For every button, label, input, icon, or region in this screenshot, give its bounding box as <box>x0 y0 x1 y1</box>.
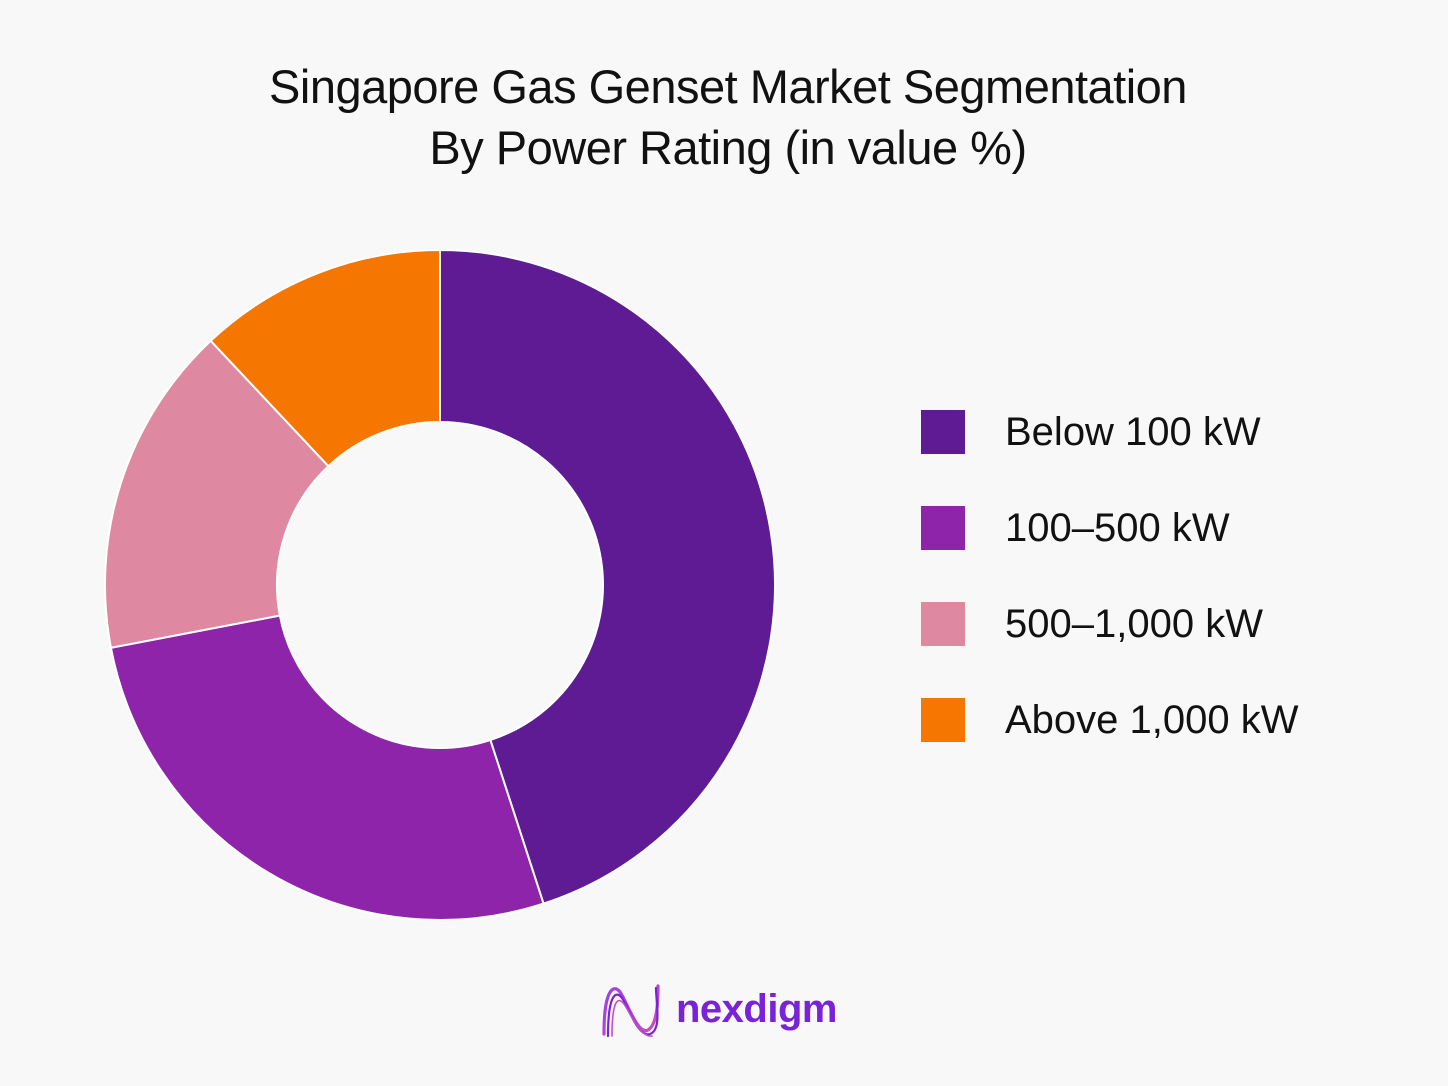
legend-swatch-above-1000-kw <box>921 698 965 742</box>
chart-title: Singapore Gas Genset Market Segmentation… <box>0 56 1448 178</box>
chart-title-line-2: By Power Rating (in value %) <box>429 121 1027 174</box>
nexdigm-wordmark: nexdigm <box>676 987 837 1031</box>
legend-label-100-500-kw: 100–500 kW <box>1005 506 1230 550</box>
chart-title-line-1: Singapore Gas Genset Market Segmentation <box>269 60 1187 113</box>
donut-slice-below-100-kw <box>439 248 777 905</box>
legend-label-above-1000-kw: Above 1,000 kW <box>1005 698 1299 742</box>
legend-swatch-500-1000-kw <box>921 602 965 646</box>
donut-slice-above-1-000-kw <box>209 248 441 468</box>
legend-swatch-100-500-kw <box>921 506 965 550</box>
nexdigm-wave-icon <box>602 984 660 1038</box>
donut-slice-500-1-000-kw <box>104 339 330 649</box>
legend-label-below-100-kw: Below 100 kW <box>1005 410 1261 454</box>
donut-slice-100-500-kw <box>109 614 545 921</box>
legend-swatch-below-100-kw <box>921 410 965 454</box>
legend-label-500-1000-kw: 500–1,000 kW <box>1005 602 1263 646</box>
donut-chart <box>104 248 777 921</box>
